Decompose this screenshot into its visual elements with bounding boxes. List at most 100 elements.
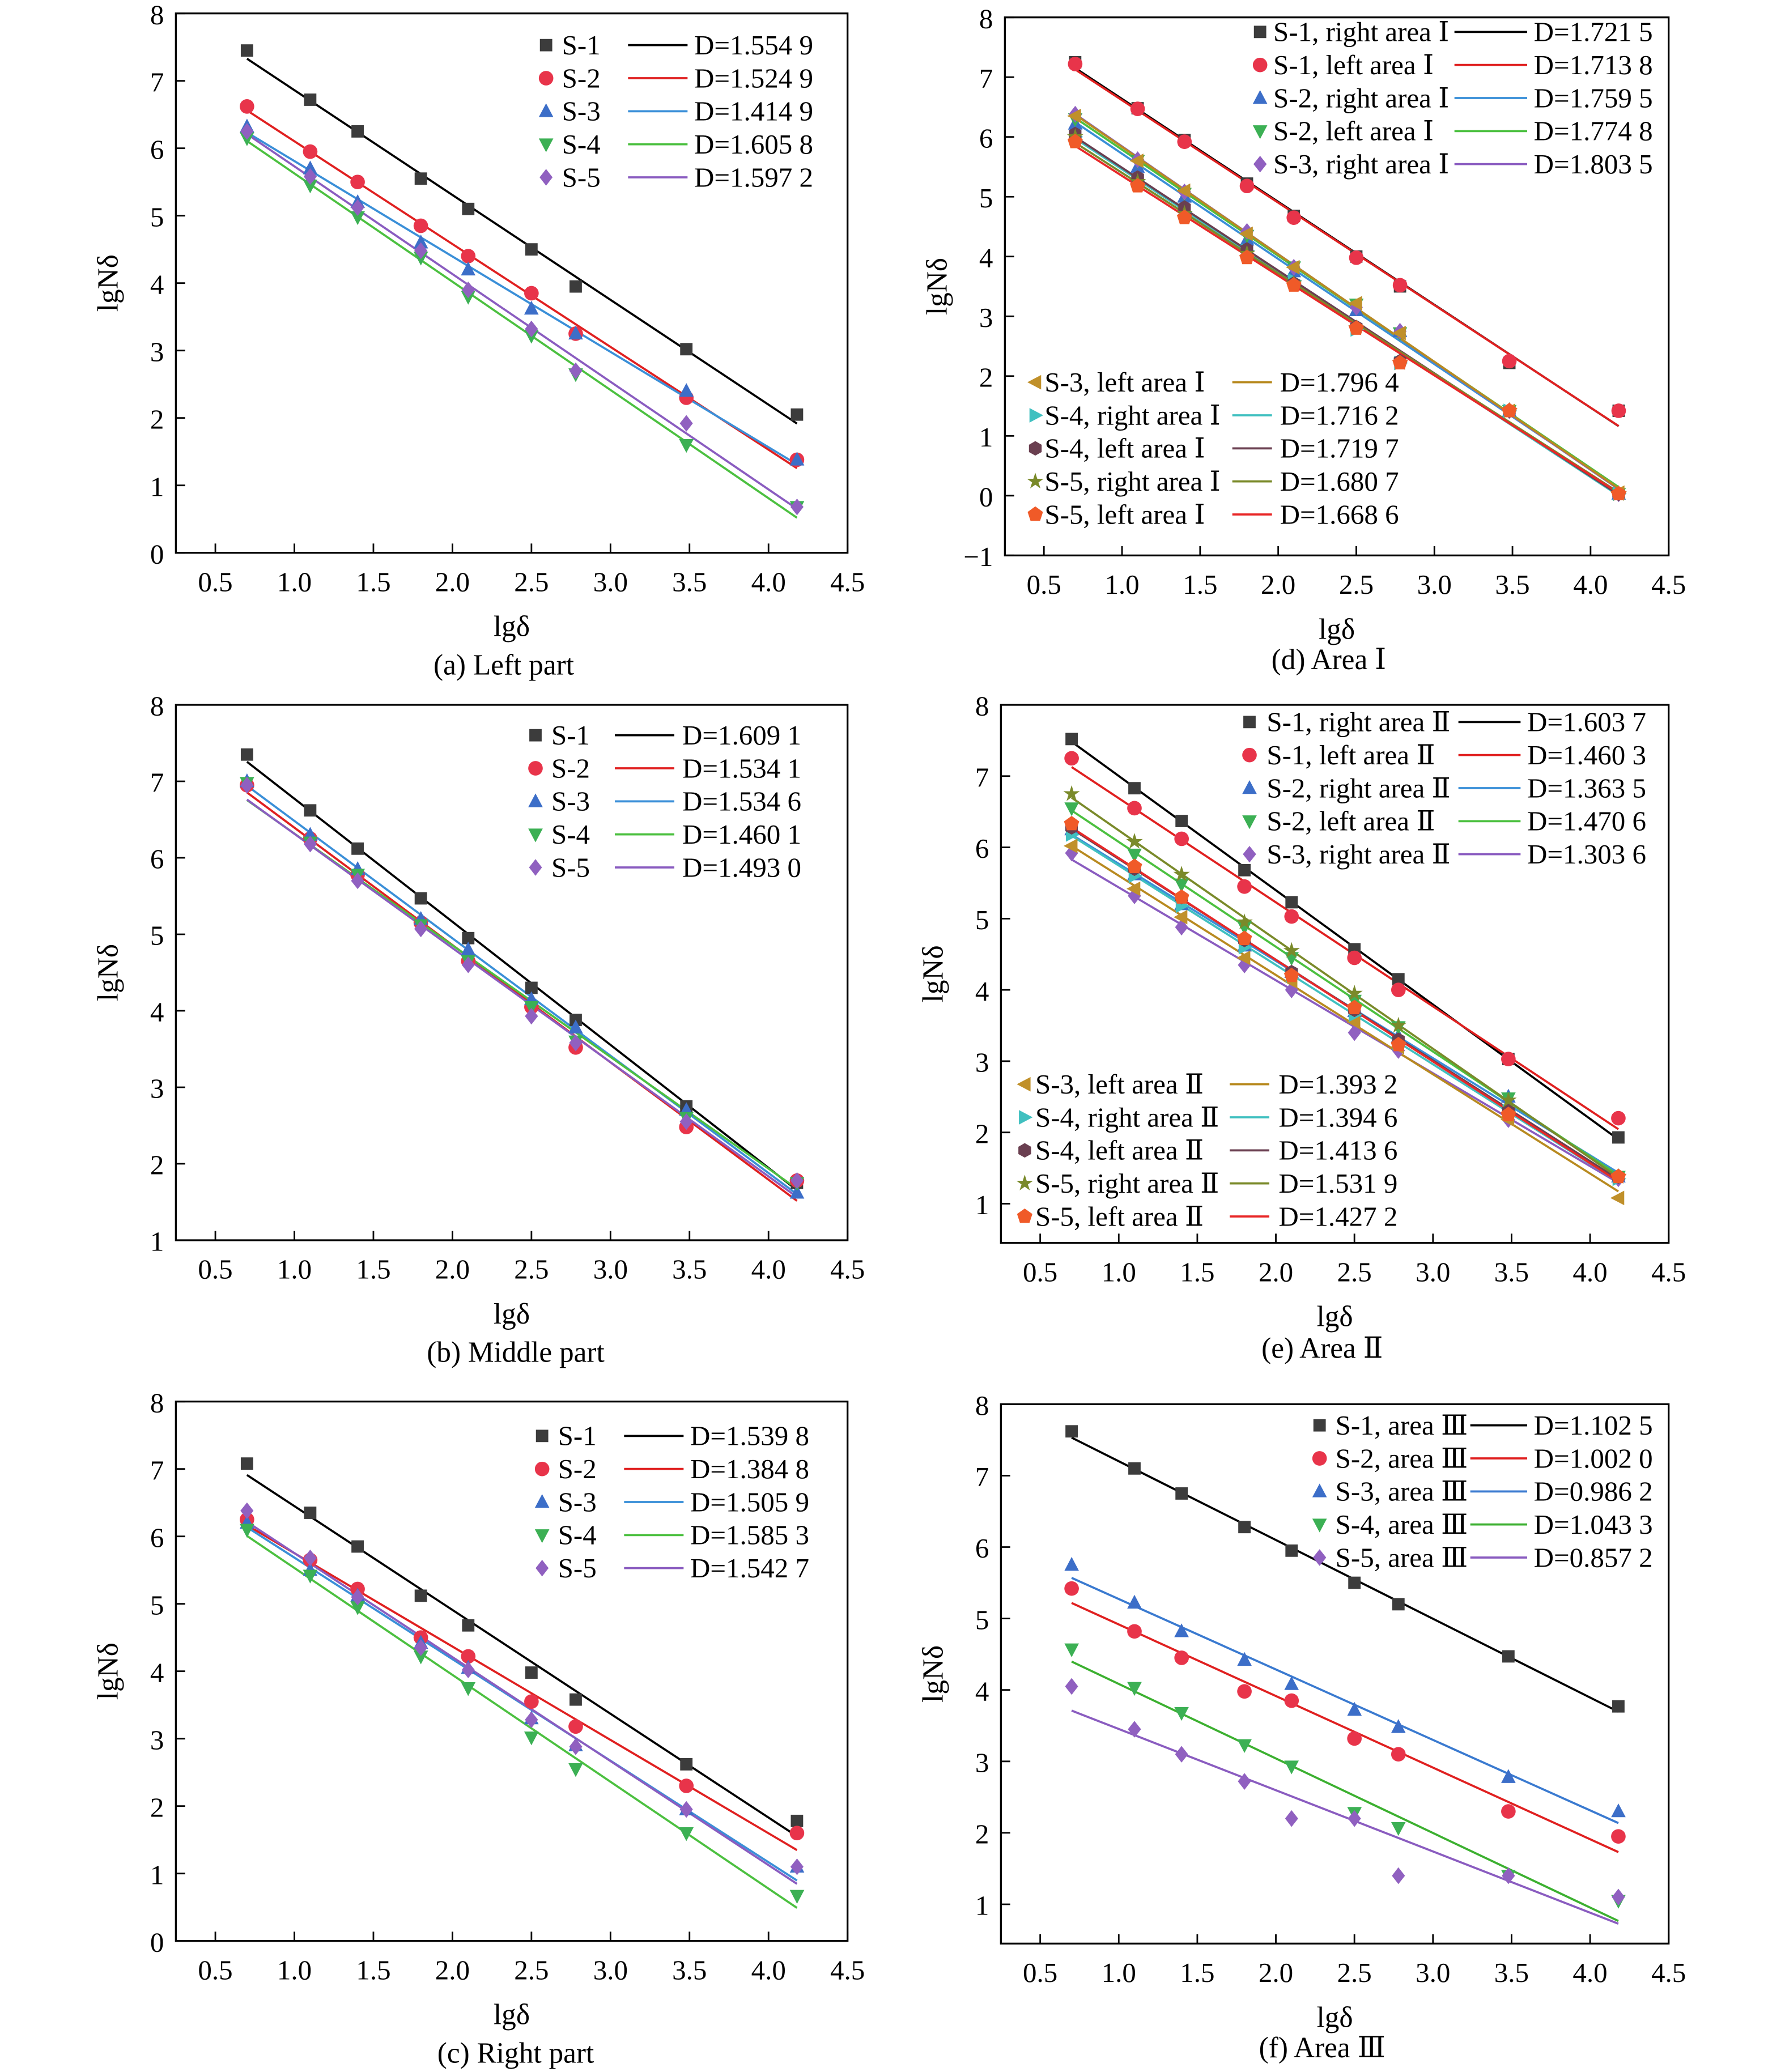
- data-point: [1176, 209, 1192, 224]
- legend-label: S-5, left area Ⅰ: [1044, 499, 1205, 530]
- x-tick-label: 3.0: [593, 1254, 628, 1285]
- legend-d-value: D=1.531 9: [1278, 1168, 1397, 1199]
- legend-d-value: D=1.774 8: [1534, 116, 1653, 147]
- y-axis-label: lgNδ: [917, 945, 950, 1002]
- data-point: [1175, 815, 1188, 827]
- data-point: [413, 218, 428, 233]
- y-tick-label: 8: [979, 3, 993, 34]
- data-point: [1285, 981, 1298, 998]
- data-point: [1237, 1652, 1252, 1666]
- y-tick-label: 8: [150, 0, 164, 30]
- series-points: [1064, 751, 1626, 1126]
- data-point: [1128, 1462, 1141, 1475]
- x-tick-label: 3.0: [1416, 1256, 1450, 1287]
- data-point: [1392, 278, 1408, 293]
- legend-d-value: D=1.505 9: [690, 1486, 809, 1517]
- data-point: [1611, 403, 1626, 418]
- data-point: [1346, 999, 1362, 1014]
- legend-d-value: D=1.609 1: [682, 720, 801, 751]
- data-point: [1390, 1016, 1407, 1033]
- data-point: [790, 1172, 804, 1189]
- legend-label: S-1, left area Ⅰ: [1273, 49, 1434, 80]
- x-tick-label: 0.5: [198, 566, 232, 597]
- data-point: [1611, 1829, 1626, 1844]
- x-tick-label: 2.0: [435, 1954, 470, 1985]
- legend-d-value: D=1.668 6: [1280, 499, 1399, 530]
- data-point: [462, 1619, 475, 1632]
- data-point: [414, 1589, 427, 1602]
- data-point: [679, 383, 694, 397]
- chart-panel-f: 0.5 1.0 1.5 2.0 2.5 3.0 3.5 4.0 4.5 1 2 3 4 5 6 7 8 lgδ lg…: [917, 1390, 1686, 2064]
- legend-marker: [1253, 155, 1267, 173]
- data-point: [1236, 930, 1252, 945]
- fit-line-s-5: [246, 1521, 798, 1885]
- legend-d-value: D=1.303 6: [1527, 839, 1646, 870]
- legend-entry: S-1, right area Ⅰ D=1.721 5: [1253, 16, 1653, 48]
- y-tick-label: 7: [979, 63, 993, 94]
- data-point: [1392, 1598, 1405, 1611]
- data-point: [1610, 1168, 1626, 1184]
- legend-marker: [1018, 1143, 1031, 1158]
- legend-label: S-2: [558, 1453, 597, 1484]
- data-point: [240, 1524, 254, 1538]
- legend-entry: S-3, right area Ⅱ D=1.303 6: [1243, 839, 1646, 870]
- y-tick-label: 6: [150, 1522, 164, 1553]
- legend-entry: S-5 D=1.493 0: [529, 852, 801, 883]
- data-point: [1284, 1760, 1299, 1775]
- x-tick-label: 1.0: [1102, 1256, 1136, 1287]
- data-point: [1068, 57, 1083, 71]
- data-point: [568, 1719, 583, 1734]
- data-point: [1239, 226, 1253, 241]
- data-point: [1174, 1707, 1189, 1721]
- legend-marker: [538, 103, 554, 117]
- fit-line-s-5-left-area-: [1074, 144, 1620, 494]
- series-points: [1064, 1556, 1626, 1818]
- data-point: [1130, 101, 1145, 116]
- data-point: [240, 44, 253, 57]
- data-point: [351, 1540, 364, 1553]
- fit-line-s-1: [246, 1474, 798, 1837]
- y-axis-label: lgNδ: [92, 944, 125, 1001]
- x-tick-label: 1.0: [277, 566, 312, 597]
- data-point: [1391, 1719, 1406, 1733]
- data-point: [1065, 733, 1078, 746]
- y-tick-label: 4: [150, 997, 164, 1028]
- data-point: [524, 300, 539, 315]
- data-point: [413, 1650, 428, 1665]
- legend-entry: S-1, left area Ⅰ D=1.713 8: [1252, 49, 1653, 80]
- x-tick-label: 1.0: [1102, 1957, 1136, 1988]
- legend-entry: S-3 D=1.534 6: [528, 786, 801, 817]
- legend-entry: S-5, area Ⅲ D=0.857 2: [1313, 1542, 1653, 1573]
- legend-entry: S-1, area Ⅲ D=1.102 5: [1313, 1410, 1653, 1441]
- legend-label: S-4, right area Ⅱ: [1035, 1101, 1219, 1133]
- fit-line-s-2: [246, 1524, 798, 1851]
- y-tick-label: 7: [975, 1461, 989, 1492]
- data-point: [1127, 1624, 1142, 1639]
- legend-entry: S-1, left area Ⅱ D=1.460 3: [1242, 739, 1646, 771]
- x-tick-label: 4.5: [1651, 1256, 1686, 1287]
- plot-frame: [1004, 16, 1670, 556]
- data-point: [1238, 1521, 1251, 1534]
- y-tick-label: 8: [150, 1387, 164, 1418]
- legend-marker: [1242, 815, 1257, 829]
- data-point: [414, 920, 428, 938]
- data-point: [1501, 1804, 1516, 1819]
- data-point: [679, 1113, 693, 1130]
- data-point: [1064, 1581, 1079, 1596]
- data-point: [1065, 1678, 1078, 1695]
- data-point: [1348, 1024, 1361, 1041]
- x-tick-label: 4.5: [830, 1254, 865, 1285]
- data-point: [1127, 848, 1142, 863]
- legend-label: S-2, right area Ⅱ: [1266, 772, 1450, 803]
- x-tick-label: 1.0: [277, 1954, 312, 1985]
- legend-marker: [534, 1494, 550, 1508]
- legend-marker: [529, 729, 542, 742]
- legend-d-value: D=0.986 2: [1534, 1476, 1653, 1507]
- legend-marker: [1253, 25, 1266, 39]
- data-point: [1174, 889, 1189, 904]
- x-axis-label: lgδ: [1319, 613, 1355, 645]
- legend-entry: S-2 D=1.524 9: [538, 62, 813, 93]
- y-tick-label: 3: [975, 1047, 989, 1078]
- y-tick-label: 4: [150, 1657, 164, 1688]
- data-point: [1284, 1693, 1299, 1708]
